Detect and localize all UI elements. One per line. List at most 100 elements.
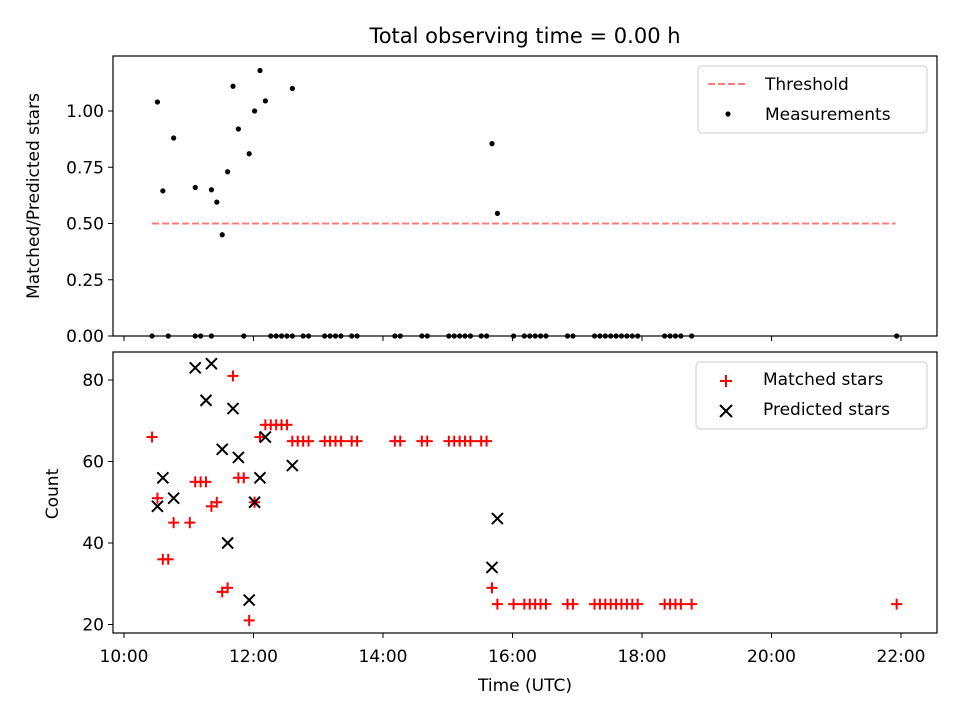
matched-star-point (421, 435, 433, 447)
matched-star-point (486, 582, 498, 594)
predicted-star-d2 (253, 471, 267, 485)
matched-star-point (351, 435, 363, 447)
measurement-point (494, 210, 500, 216)
measurement-point (214, 199, 220, 205)
predicted-star-point (491, 512, 504, 525)
predicted-star-d2 (248, 496, 261, 509)
measurement-point (392, 333, 398, 339)
predicted-star-d2 (485, 561, 499, 574)
predicted-star-point (485, 561, 499, 574)
measurement-point (635, 333, 641, 339)
predicted-star-point (259, 430, 272, 444)
measurement-point (154, 99, 161, 105)
chart-title: Total observing time = 0.00 h (368, 24, 680, 48)
predicted-star-point (248, 496, 261, 509)
measurement-point (672, 333, 679, 339)
matched-star-point (281, 419, 293, 431)
matched-star-point (632, 598, 644, 610)
bottom-y-tick-label: 20 (82, 616, 104, 636)
measurement-point (354, 333, 360, 339)
measurement-point (629, 333, 635, 339)
top-y-tick-label: 0.50 (66, 215, 104, 235)
predicted-star-point (286, 459, 299, 472)
legend-predicted-swatch (719, 404, 733, 418)
measurement-point (419, 333, 425, 339)
measurement-point (689, 333, 695, 339)
measurement-point (424, 333, 430, 339)
matched-star-point (394, 435, 406, 447)
measurement-point (467, 333, 474, 339)
matched-star-point (567, 598, 579, 610)
matched-star-point (491, 598, 503, 610)
measurement-point (305, 333, 312, 339)
predicted-star-d2 (226, 402, 240, 415)
measurement-point (257, 67, 263, 74)
predicted-star-point (215, 443, 229, 456)
matched-star-point (238, 472, 250, 484)
matched-star-point (686, 598, 698, 610)
predicted-star-point (189, 361, 202, 374)
measurement-point (300, 333, 306, 339)
predicted-star-d2 (215, 443, 229, 456)
predicted-star-d2 (167, 491, 180, 505)
predicted-star-d2 (151, 500, 164, 513)
predicted-star-point (151, 500, 164, 513)
legend-matched-swatch (720, 375, 732, 387)
top-panel: 0.00 0.25 0.50 0.75 1.00 (66, 55, 938, 347)
measurement-point (208, 187, 215, 193)
predicted-star-d2 (221, 536, 234, 550)
matched-star-point (211, 496, 223, 508)
predicted-star-d2 (189, 361, 202, 374)
measurement-point (262, 98, 268, 104)
measurement-point (564, 333, 571, 339)
bottom-legend-frame (695, 361, 928, 430)
measurement-point (332, 333, 339, 339)
bottom-y-axis-label: Count (43, 468, 63, 519)
measurement-point (484, 333, 490, 339)
predicted-star-d2 (199, 394, 213, 407)
matched-star-point (162, 553, 174, 565)
measurement-point (451, 333, 457, 339)
x-tick-label: 16:00 (488, 647, 537, 667)
measurement-point (608, 333, 614, 339)
legend-threshold-label: Threshold (764, 75, 849, 95)
predicted-star-point (232, 451, 245, 464)
matched-star-point (891, 598, 903, 610)
measurement-point (192, 184, 198, 191)
measurement-point (273, 333, 279, 339)
predicted-star-point (156, 471, 170, 485)
legend-predicted-label: Predicted stars (763, 400, 890, 420)
matched-star-point (200, 476, 212, 488)
measurement-point (284, 333, 290, 339)
measurement-point (613, 333, 619, 339)
measurement-point (602, 333, 608, 339)
predicted-star-d2 (232, 451, 245, 464)
measurement-point (667, 333, 673, 339)
measurement-point (171, 135, 177, 141)
measurement-point (289, 85, 295, 92)
measurement-point (397, 333, 403, 339)
predicted-star-d2 (259, 430, 272, 444)
legend-measurements-swatch (725, 111, 731, 117)
measurement-point (230, 83, 236, 89)
matched-star-point (464, 435, 476, 447)
measurement-point (225, 169, 231, 175)
predicted-star-point (199, 394, 213, 407)
measurement-point (208, 333, 215, 339)
x-axis-label: Time (UTC) (477, 676, 572, 696)
x-tick-label: 14:00 (359, 647, 408, 667)
predicted-star-d2 (491, 512, 504, 525)
measurement-point (624, 333, 630, 339)
measurement-point (478, 333, 484, 339)
measurement-point (192, 333, 198, 339)
measurement-point (597, 333, 603, 339)
bottom-y-tick-label: 40 (82, 534, 104, 554)
measurement-point (149, 333, 155, 339)
measurement-point (246, 151, 252, 157)
top-y-axis-label: Matched/Predicted stars (24, 93, 44, 299)
matched-star-point (303, 435, 315, 447)
measurement-point (322, 333, 328, 339)
legend-measurements-label: Measurements (765, 105, 891, 125)
matched-star-point (151, 492, 163, 504)
